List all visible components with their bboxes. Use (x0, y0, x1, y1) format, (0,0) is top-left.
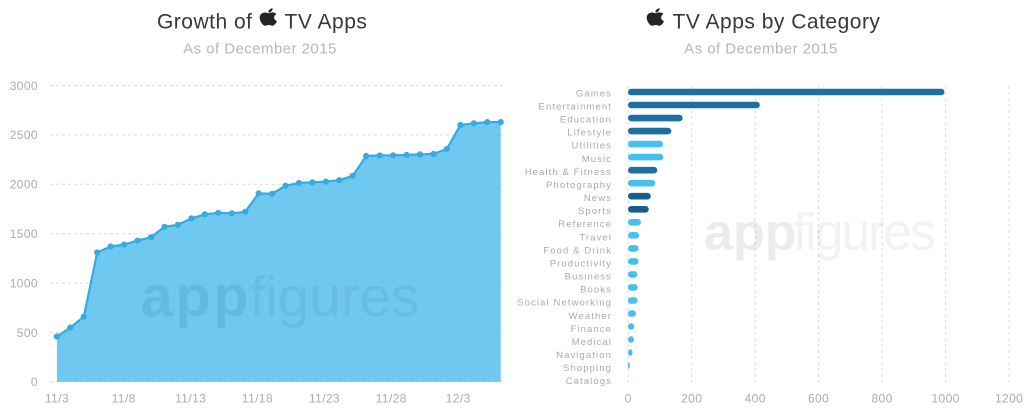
svg-text:Navigation: Navigation (556, 350, 612, 361)
svg-text:11/13: 11/13 (175, 392, 206, 406)
svg-text:1500: 1500 (10, 227, 38, 241)
svg-text:3000: 3000 (10, 79, 38, 93)
svg-text:11/3: 11/3 (45, 392, 69, 406)
svg-text:Utilities: Utilities (571, 141, 612, 152)
svg-text:11/28: 11/28 (376, 392, 407, 406)
svg-text:1200: 1200 (995, 392, 1023, 406)
svg-text:1000: 1000 (10, 276, 38, 290)
svg-text:2000: 2000 (10, 178, 38, 192)
svg-text:Weather: Weather (569, 311, 612, 322)
svg-text:600: 600 (808, 392, 829, 406)
svg-text:1000: 1000 (931, 392, 959, 406)
svg-text:Lifestyle: Lifestyle (567, 128, 612, 139)
svg-text:0: 0 (625, 392, 632, 406)
svg-text:app: app (141, 264, 252, 329)
svg-text:0: 0 (31, 375, 38, 389)
svg-text:Education: Education (560, 115, 612, 126)
svg-text:figures: figures (793, 204, 935, 262)
svg-text:11/18: 11/18 (242, 392, 273, 406)
svg-text:Social Networking: Social Networking (517, 298, 612, 309)
svg-text:Growth of: Growth of (157, 11, 253, 34)
svg-text:Health & Fitness: Health & Fitness (525, 167, 612, 178)
svg-text:Entertainment: Entertainment (539, 102, 612, 113)
svg-text:2500: 2500 (10, 128, 38, 142)
svg-text:As of December 2015: As of December 2015 (684, 41, 838, 58)
svg-text:11/23: 11/23 (309, 392, 340, 406)
svg-text:400: 400 (745, 392, 766, 406)
svg-text:800: 800 (871, 392, 892, 406)
svg-text:Food & Drink: Food & Drink (543, 245, 612, 256)
svg-text:11/8: 11/8 (112, 392, 136, 406)
svg-text:500: 500 (17, 326, 38, 340)
svg-text:Catalogs: Catalogs (566, 376, 612, 387)
svg-text:Productivity: Productivity (550, 258, 612, 269)
svg-text:Games: Games (576, 88, 612, 99)
svg-text:As of December 2015: As of December 2015 (183, 41, 337, 58)
svg-text:Photography: Photography (546, 180, 612, 191)
svg-text:12/3: 12/3 (446, 392, 471, 406)
svg-text:Finance: Finance (571, 324, 613, 335)
svg-text:Shopping: Shopping (563, 363, 612, 374)
svg-text:Medical: Medical (572, 337, 612, 348)
svg-text:TV Apps: TV Apps (285, 11, 368, 34)
svg-text:Reference: Reference (558, 219, 612, 230)
svg-text:TV Apps by Category: TV Apps by Category (673, 11, 881, 34)
svg-text:figures: figures (250, 265, 420, 329)
svg-text:Business: Business (565, 272, 612, 283)
svg-text:Travel: Travel (579, 232, 612, 243)
svg-text:Books: Books (580, 285, 612, 296)
svg-text:200: 200 (681, 392, 702, 406)
svg-text:app: app (704, 204, 796, 262)
svg-text:Sports: Sports (578, 206, 612, 217)
svg-text:News: News (584, 193, 612, 204)
svg-text:Music: Music (582, 154, 612, 165)
